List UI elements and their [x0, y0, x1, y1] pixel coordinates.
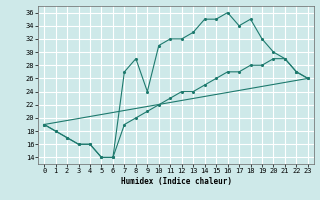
X-axis label: Humidex (Indice chaleur): Humidex (Indice chaleur): [121, 177, 231, 186]
